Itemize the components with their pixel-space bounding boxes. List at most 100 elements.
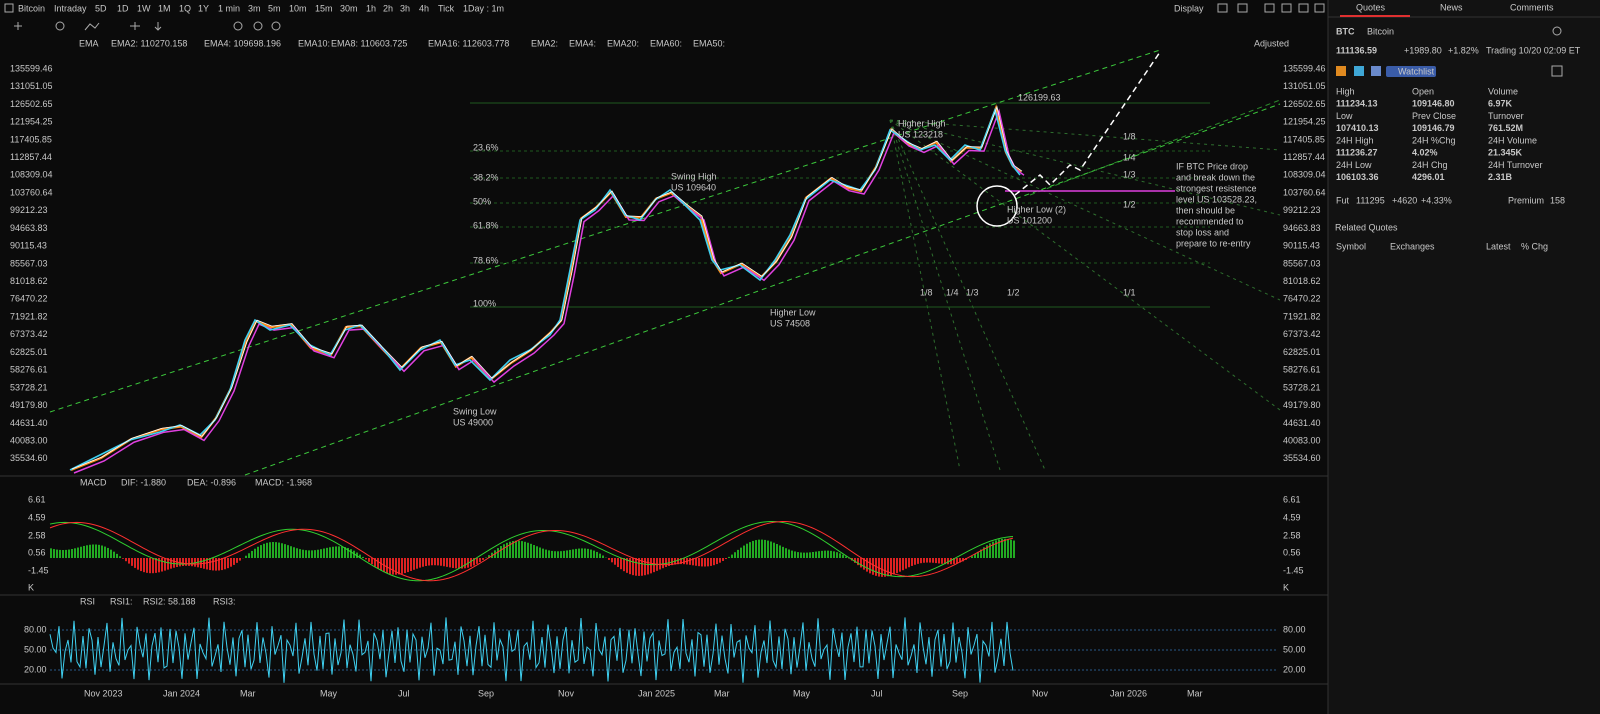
- watchlist[interactable]: Watchlist: [1398, 66, 1435, 76]
- period-tab[interactable]: 5D: [95, 3, 107, 13]
- interval-tab[interactable]: 10m: [289, 3, 307, 13]
- stat-value: 109146.79: [1412, 123, 1455, 133]
- icon[interactable]: [1336, 66, 1346, 76]
- price-label: 71921.82: [10, 311, 48, 321]
- icon[interactable]: [253, 21, 263, 31]
- price-label: 35534.60: [1283, 453, 1321, 463]
- interval-tab[interactable]: 2h: [383, 3, 393, 13]
- macd-bar: [470, 558, 472, 567]
- indicator-name[interactable]: EMA: [79, 38, 99, 48]
- icon[interactable]: [14, 22, 22, 30]
- macd-bar: [689, 558, 691, 565]
- macd-bar: [602, 555, 604, 558]
- macd-bar: [395, 558, 397, 575]
- macd-bar: [452, 558, 454, 568]
- macd-bar: [317, 549, 319, 558]
- column-header[interactable]: Latest: [1486, 241, 1511, 251]
- macd-bar: [815, 551, 817, 558]
- macd-bar: [713, 558, 715, 566]
- macd-bar: [839, 553, 841, 558]
- stat-label: Low: [1336, 111, 1353, 121]
- macd-bar: [80, 546, 82, 558]
- panel-tab[interactable]: News: [1440, 2, 1463, 12]
- macd-bar: [614, 558, 616, 565]
- price-label: 135599.46: [1283, 63, 1326, 73]
- adjusted[interactable]: Adjusted: [1254, 38, 1289, 48]
- annotation: Higher High: [898, 118, 946, 128]
- macd-bar: [725, 558, 727, 560]
- macd-bar: [86, 545, 88, 558]
- icon[interactable]: [1314, 3, 1325, 13]
- interval-tab[interactable]: 5m: [268, 3, 281, 13]
- icon[interactable]: [55, 21, 65, 31]
- column-header[interactable]: Symbol: [1336, 241, 1366, 251]
- macd-bar: [245, 555, 247, 558]
- macd-bar: [683, 558, 685, 565]
- icon[interactable]: [4, 3, 14, 13]
- symbol[interactable]: Bitcoin: [18, 3, 45, 13]
- macd-bar: [230, 558, 232, 567]
- icon[interactable]: [271, 21, 281, 31]
- interval-tab[interactable]: 4h: [419, 3, 429, 13]
- macd-bar: [311, 550, 313, 558]
- price-label: 108309.04: [10, 170, 53, 180]
- macd-bar: [893, 558, 895, 575]
- macd-bar: [407, 558, 409, 573]
- macd-bar: [797, 552, 799, 558]
- icon[interactable]: [1551, 65, 1563, 77]
- interval-tab[interactable]: 3h: [400, 3, 410, 13]
- macd-bar: [365, 558, 367, 560]
- macd-bar: [833, 551, 835, 558]
- interval-tab[interactable]: 15m: [315, 3, 333, 13]
- stat-value: 2.31B: [1488, 172, 1513, 182]
- icon[interactable]: [1237, 3, 1248, 13]
- watchlist-button[interactable]: [1386, 66, 1436, 77]
- fib-lines: [470, 102, 1210, 308]
- icon[interactable]: [130, 22, 140, 30]
- icon[interactable]: [1217, 3, 1228, 13]
- price-label: 58276.61: [10, 365, 48, 375]
- column-header[interactable]: % Chg: [1521, 241, 1548, 251]
- column-header[interactable]: Exchanges: [1390, 241, 1435, 251]
- icon[interactable]: [1281, 3, 1292, 13]
- macd-bar: [275, 542, 277, 558]
- indicator-value: EMA50:: [693, 38, 725, 48]
- note-line: prepare to re-entry: [1176, 238, 1251, 248]
- icon[interactable]: [1264, 3, 1275, 13]
- rsi-label: 80.00: [24, 624, 47, 634]
- icon[interactable]: [1354, 66, 1364, 76]
- period-tab[interactable]: Intraday: [54, 3, 87, 13]
- interval-tab[interactable]: 30m: [340, 3, 358, 13]
- period-tab[interactable]: 1Q: [179, 3, 191, 13]
- icon[interactable]: [1371, 66, 1381, 76]
- macd-bar: [362, 556, 364, 558]
- period-tab[interactable]: 1M: [158, 3, 171, 13]
- interval-tab[interactable]: 1h: [366, 3, 376, 13]
- macd-bar: [800, 552, 802, 558]
- macd-bar: [476, 558, 478, 564]
- period-tab[interactable]: 1D: [117, 3, 129, 13]
- fib-label: 50%: [473, 196, 491, 206]
- interval-tab[interactable]: 3m: [248, 3, 261, 13]
- macd-bar: [779, 545, 781, 558]
- macd-bar: [266, 542, 268, 558]
- icon[interactable]: [1552, 26, 1562, 36]
- period-tab[interactable]: 1W: [137, 3, 151, 13]
- period-tab[interactable]: 1Y: [198, 3, 209, 13]
- range-select[interactable]: 1Day : 1m: [463, 3, 504, 13]
- macd-bar: [278, 542, 280, 558]
- panel-tab[interactable]: Quotes: [1356, 2, 1386, 12]
- icon[interactable]: [233, 21, 243, 31]
- icon[interactable]: [84, 22, 100, 31]
- interval-tab[interactable]: 1 min: [218, 3, 240, 13]
- time-label: Sep: [478, 688, 494, 698]
- icon[interactable]: [154, 22, 162, 31]
- panel-tab[interactable]: Comments: [1510, 2, 1554, 12]
- interval-tab[interactable]: Tick: [438, 3, 455, 13]
- macd-bar: [584, 548, 586, 558]
- display-menu[interactable]: Display: [1174, 3, 1204, 13]
- icon[interactable]: [1298, 3, 1309, 13]
- macd-bar: [434, 558, 436, 566]
- note-line: IF BTC Price drop: [1176, 161, 1248, 171]
- macd-bar: [89, 544, 91, 558]
